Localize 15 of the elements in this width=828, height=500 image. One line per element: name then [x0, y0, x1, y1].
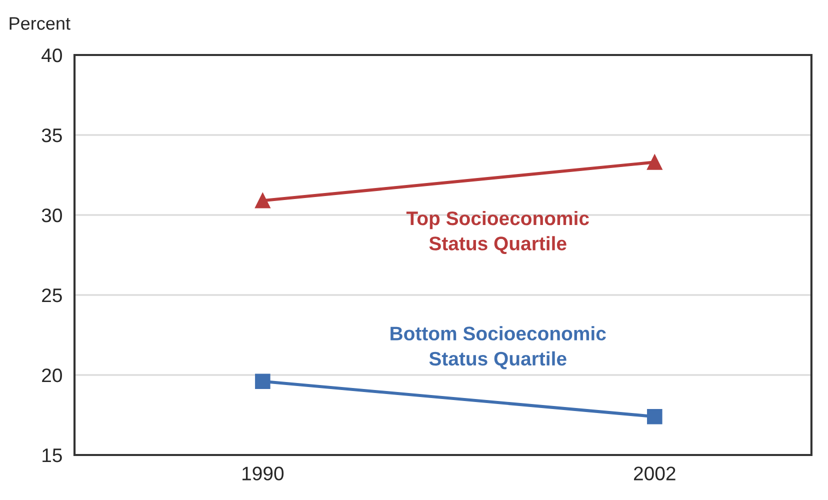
point: [255, 374, 270, 390]
series-label: Bottom Socioeconomic Status Quartile: [390, 326, 606, 370]
y-tick-label: 40: [42, 48, 62, 62]
y-tick-label: 35: [42, 128, 62, 142]
point: [647, 154, 662, 170]
point: [647, 408, 662, 424]
y-axis-title: Percent: [10, 17, 70, 30]
y-tick-label: 15: [42, 448, 62, 462]
y-tick-label: 20: [42, 368, 62, 382]
series-label: Top Socioeconomic Status Quartile: [406, 210, 589, 254]
x-tick-label: 1990: [242, 466, 284, 480]
x-tick-label: 2002: [634, 466, 676, 480]
y-tick-label: 25: [42, 288, 62, 302]
point: [255, 192, 270, 208]
y-tick-label: 30: [42, 208, 62, 222]
